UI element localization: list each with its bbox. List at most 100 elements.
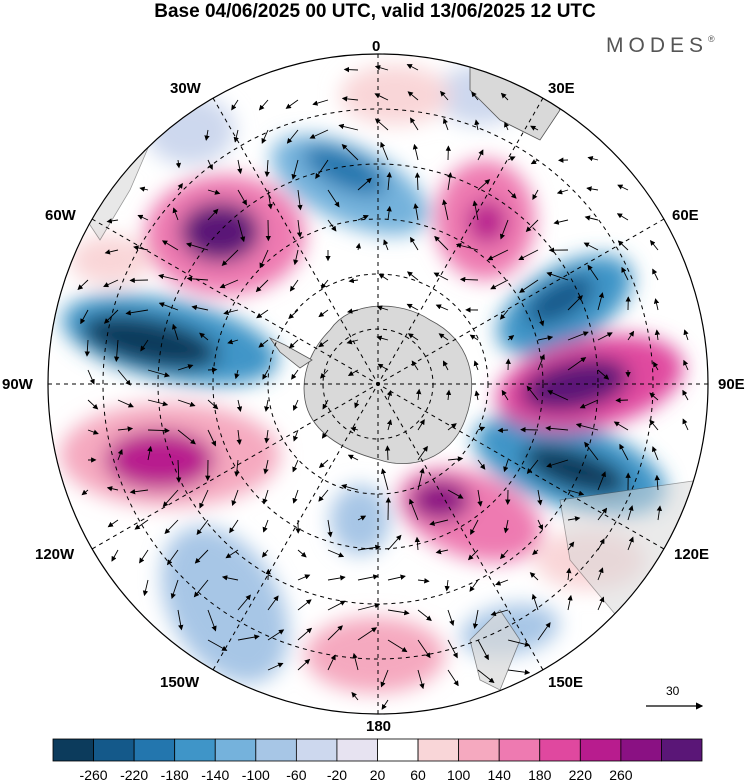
wind-vector [84,339,90,357]
wind-vector [532,549,539,555]
wind-vector [87,429,99,435]
wind-vector [297,189,303,211]
wind-vector [438,333,449,341]
wind-vector [417,578,430,584]
wind-vector [293,249,299,266]
wind-vector [177,609,184,631]
colorbar-swatch [458,738,500,762]
wind-vector [357,574,379,581]
wind-vector [507,189,517,199]
wind-vector [291,159,299,180]
wind-vector [518,249,539,261]
wind-vector [537,335,554,341]
wind-vector [649,239,659,251]
wind-vector [321,429,329,439]
colorbar-tick-label: -220 [120,767,149,783]
wind-vector [435,548,449,555]
wind-vector [139,549,149,564]
wind-vector [519,279,539,293]
wind-vector [417,609,432,621]
reference-vector-label: 30 [666,684,680,698]
wind-vector [487,249,509,261]
anomaly-high-70w [70,235,150,285]
colorbar-swatch [133,738,176,762]
wind-vector [469,579,479,592]
wind-vector [537,489,543,506]
lon-label-150e: 150E [548,674,584,691]
wind-vector [567,541,575,551]
wind-vector [267,662,284,671]
wind-vector [442,199,449,221]
wind-vector [387,609,410,616]
wind-vector [447,489,464,499]
wind-vector [142,579,149,597]
lon-label-180: 180 [366,718,392,735]
wind-vector [377,363,389,371]
wind-vector [267,189,273,210]
wind-vector [177,429,196,445]
wind-vector [357,627,378,641]
wind-vector [417,445,428,461]
wind-vector [286,129,299,144]
wind-vector [263,459,269,475]
wind-vector [262,489,269,505]
anomaly-low-90w-core [81,314,219,370]
wind-vector [343,66,359,73]
wind-vector [529,572,539,581]
wind-vector [407,333,419,341]
wind-vector [177,364,194,371]
wind-vector [147,445,153,461]
wind-vector [347,369,359,376]
wind-vector [327,189,340,208]
wind-vector [477,639,489,661]
wind-vector [117,448,123,461]
wind-vector [291,369,299,380]
wind-vector [347,308,359,314]
wind-vector [166,549,179,566]
wind-vector [530,159,539,165]
wind-vector [262,519,269,533]
wind-vector [567,295,583,311]
wind-vector [501,389,509,401]
lon-label-30e: 30E [548,80,575,97]
wind-vector [207,189,221,195]
wind-vector [186,276,209,282]
wind-vector [682,389,689,401]
wind-vector [259,249,269,269]
wind-vector [258,339,269,348]
anomaly-high-100w-core [105,430,215,490]
wind-vector [649,392,659,401]
wind-vector [597,292,604,311]
wind-vector [507,156,516,162]
wind-vector [297,599,312,611]
wind-vector [229,519,239,534]
wind-vector [597,596,605,611]
wind-vector [654,474,660,491]
colorbar-tick-label: 20 [369,767,386,783]
colorbar-swatch [336,738,378,762]
wind-vector [469,334,479,341]
wind-vector [234,459,240,477]
wind-vector [129,489,149,495]
wind-vector [507,335,515,341]
wind-vector [297,658,311,671]
wind-vector [477,669,495,684]
wind-vector [387,534,402,551]
wind-vector [474,390,480,401]
wind-vector [378,273,389,281]
wind-vector [500,92,509,101]
colorbar-tick-label: -60 [286,767,307,783]
wind-vector [537,519,543,531]
wind-vector [545,425,569,432]
wind-vector [147,427,170,434]
wind-vector [207,159,213,171]
wind-vector [499,219,509,240]
wind-vector [566,567,572,581]
wind-vector [262,369,269,380]
wind-vector [471,91,479,101]
wind-vector [107,519,119,528]
wind-vector [139,186,149,192]
wind-vector [412,143,419,161]
wind-vector [597,538,605,551]
